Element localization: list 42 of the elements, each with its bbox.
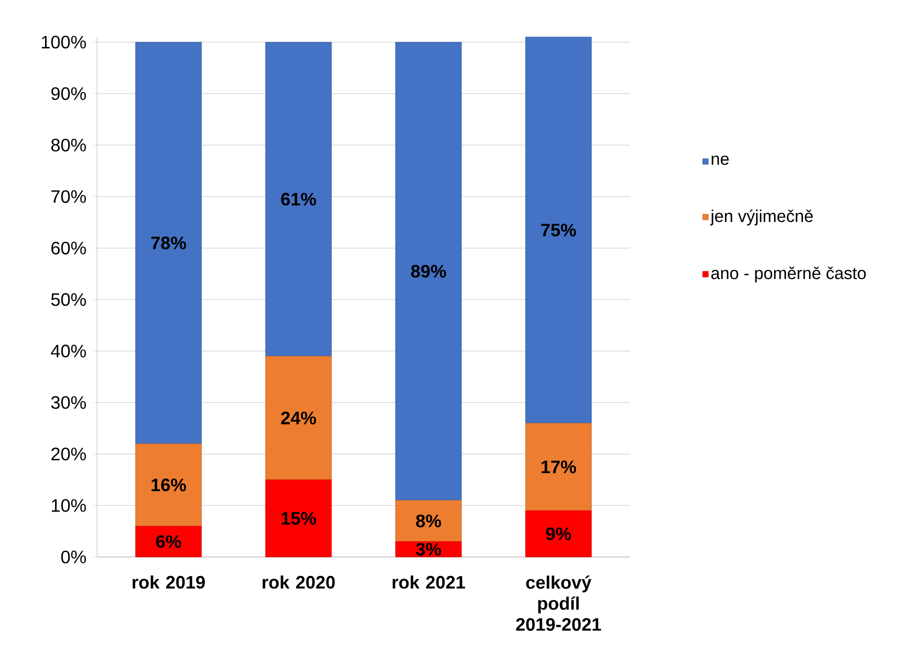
bar [525, 510, 592, 558]
data-label: 3% [416, 542, 442, 556]
data-label: 75% [541, 224, 576, 236]
bar [395, 42, 462, 501]
legend-label: ne [712, 156, 729, 165]
y-tick-label: 70% [51, 190, 86, 203]
y-tick-label: 60% [51, 242, 86, 254]
data-label: 8% [416, 514, 442, 528]
bar [135, 444, 202, 526]
data-label: 16% [152, 478, 186, 492]
y-tick-label: 10% [52, 499, 86, 512]
bar [525, 36, 592, 424]
data-label: 17% [542, 460, 576, 474]
bar [525, 422, 592, 511]
x-tick-label: rok 2020 [262, 575, 335, 589]
y-tick-label: 80% [51, 138, 86, 152]
bar [395, 541, 462, 558]
data-label: 61% [281, 192, 316, 206]
y-tick-label: 90% [51, 87, 86, 100]
y-tick-label: 50% [51, 293, 86, 306]
data-label: 78% [151, 236, 186, 250]
y-tick-label: 100% [42, 36, 86, 49]
data-label: 9% [546, 527, 572, 540]
data-label: 89% [411, 264, 446, 278]
legend-label: ano - poměrně často [711, 266, 866, 283]
bar [135, 526, 202, 558]
bar [395, 500, 462, 542]
x-tick-label: celkový podíl 2019-2021 [516, 575, 602, 631]
bar [135, 42, 202, 444]
bar [265, 42, 332, 356]
data-label: 24% [281, 412, 316, 424]
y-tick-label: 40% [50, 344, 86, 358]
y-tick-label: 30% [51, 396, 86, 409]
bar [265, 480, 332, 558]
legend-label: jen výjimečně [710, 209, 813, 226]
x-tick-label: rok 2019 [132, 575, 205, 589]
x-tick-label: rok 2021 [392, 575, 466, 589]
bar [265, 356, 332, 480]
y-tick-label: 20% [51, 448, 86, 460]
y-tick-label: 0% [61, 550, 86, 564]
data-label: 15% [282, 512, 316, 525]
data-label: 6% [156, 535, 182, 548]
